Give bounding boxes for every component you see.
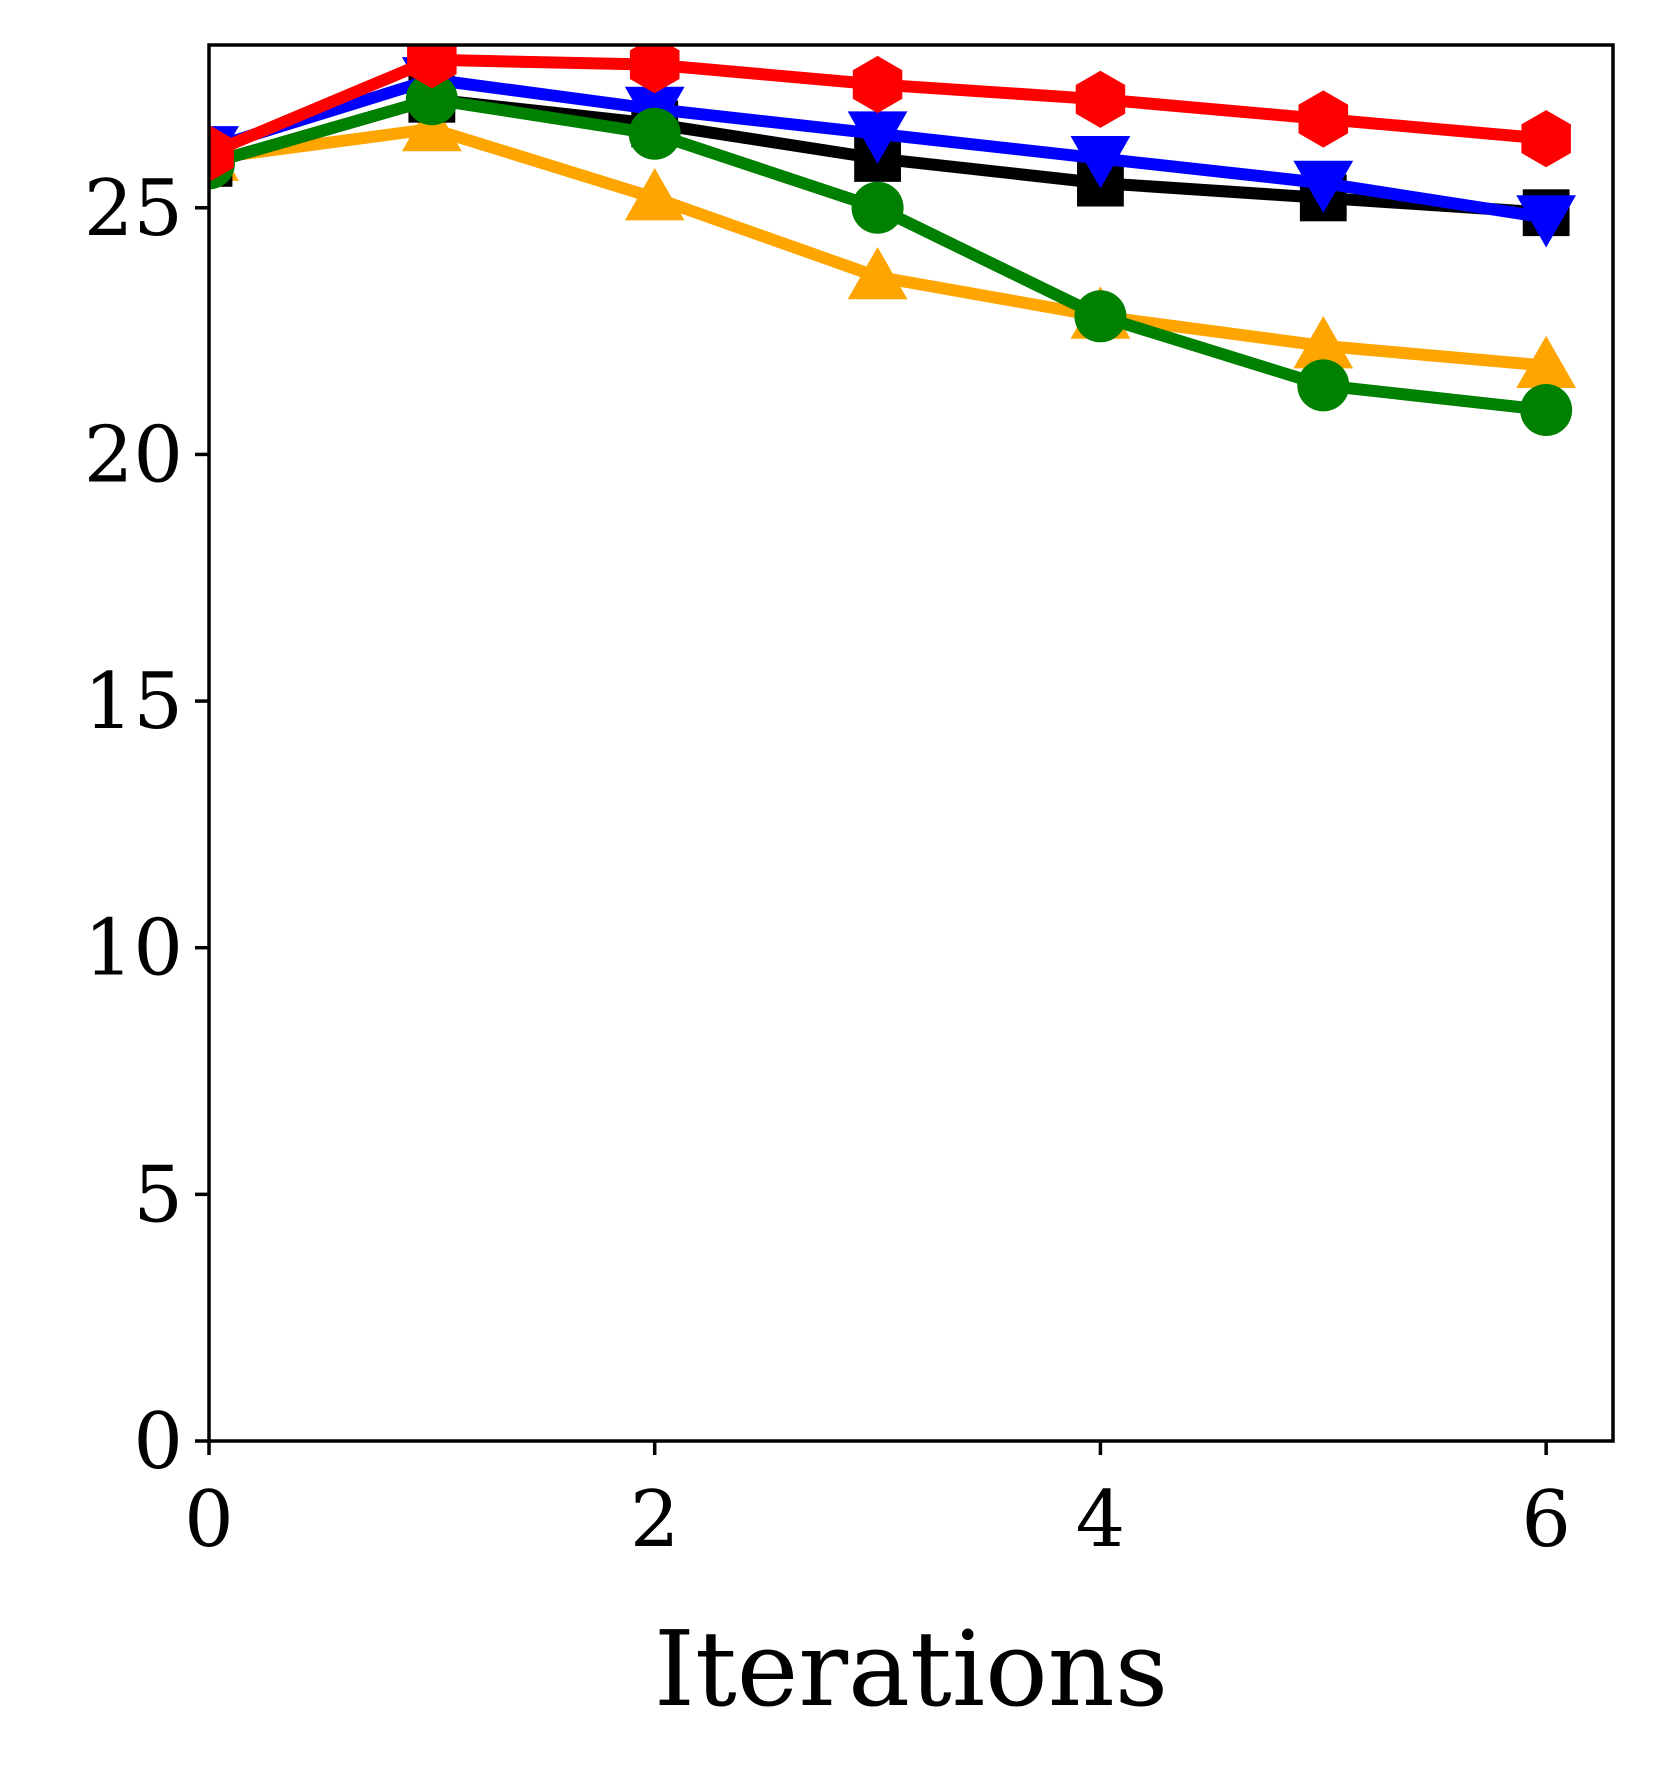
y-tick-label: 10 [84,904,183,994]
data-point [851,181,904,234]
y-tick-label: 0 [133,1397,183,1487]
data-point [1297,359,1350,412]
data-point [1298,90,1349,148]
data-point [629,45,680,94]
series-red [209,45,1571,183]
y-tick-label: 20 [84,410,183,500]
x-tick-label: 4 [1076,1475,1126,1565]
series-layer [209,45,1577,437]
data-point [847,246,908,300]
data-point [1075,70,1126,128]
y-axis: 0 5 10 15 20 25 [84,164,209,1487]
data-point [1293,160,1354,214]
x-tick-label: 2 [630,1475,680,1565]
data-point [405,73,458,126]
y-tick-label: 5 [133,1150,183,1240]
data-point [407,45,457,89]
data-point [1074,290,1127,343]
data-point [847,111,908,164]
data-point [1516,335,1577,389]
x-axis-title: Iterations [654,1608,1168,1730]
y-tick-label: 15 [84,657,183,747]
data-point [1070,136,1131,189]
x-axis: 0 2 4 6 [184,1441,1571,1565]
data-point [1521,110,1571,168]
x-tick-label: 0 [184,1475,234,1565]
data-point [209,124,234,183]
y-tick-label: 25 [84,164,183,254]
data-point [852,55,903,114]
x-tick-label: 6 [1521,1475,1571,1565]
plot-frame [207,43,1615,1443]
data-point [624,168,685,221]
data-point [1516,195,1577,248]
data-point [1293,316,1354,369]
data-point [1520,384,1573,437]
data-point [628,107,681,160]
